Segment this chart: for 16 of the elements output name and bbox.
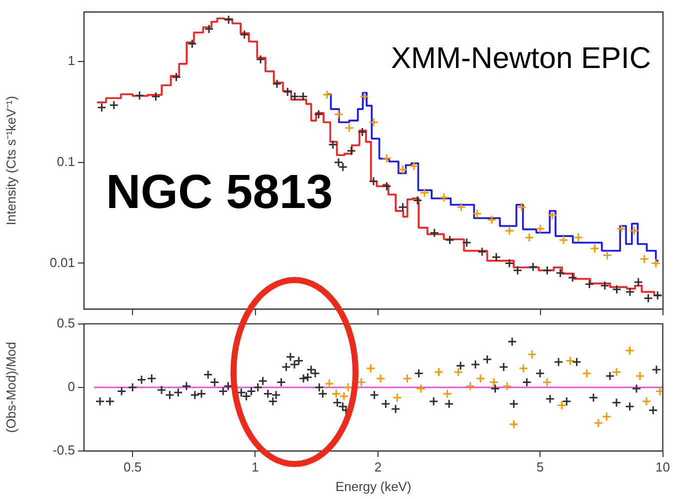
y-axis-title: Intensity (Cts s⁻¹keV⁻¹) [3,96,18,226]
x-tick-label: 10 [656,459,670,474]
annotation: NGC 5813 [106,166,333,219]
x-tick-label: 2 [374,459,382,474]
y-axis-title: (Obs-Mod)/Mod [3,342,18,433]
x-tick-label: 0.5 [124,459,142,474]
x-axis-title: Energy (keV) [335,478,412,494]
x-tick-label: 1 [252,459,259,474]
y-tick-label: 0.1 [56,154,75,169]
annotation: XMM-Newton EPIC [390,42,651,75]
y-tick-label: 0.01 [50,254,75,270]
y-tick-label: 0 [68,378,75,394]
y-tick-label: 0.5 [56,315,75,330]
x-tick-label: 5 [536,459,544,474]
y-tick-label: -0.5 [52,442,75,458]
y-tick-label: 1 [68,53,75,68]
